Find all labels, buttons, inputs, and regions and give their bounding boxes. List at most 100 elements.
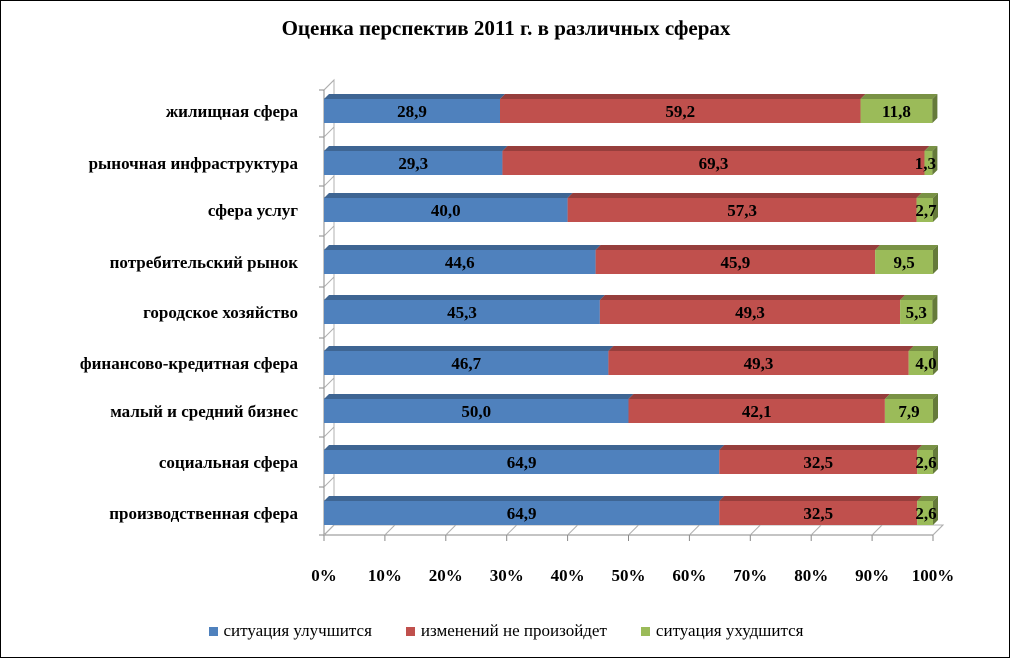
x-tick-label: 40% (551, 566, 585, 585)
bar-segment-top (595, 245, 881, 250)
x-tick-label: 70% (733, 566, 767, 585)
data-label: 2,6 (915, 453, 936, 472)
y-gridline-depth (323, 327, 335, 339)
bar-segment (595, 250, 876, 274)
bar-segment (324, 450, 720, 474)
bar-segment (502, 151, 925, 175)
category-label: потребительский рынок (110, 253, 299, 272)
data-label: 32,5 (803, 453, 833, 472)
bar-segment (917, 450, 933, 474)
legend-label: изменений не произойдет (420, 621, 607, 640)
legend-item: ситуация ухудшится (640, 621, 804, 641)
bar-segment-top (324, 346, 614, 351)
bar-segment (324, 501, 720, 525)
bar-segment (719, 501, 918, 525)
x-gridline-depth (749, 524, 761, 536)
bar-segment-top (324, 94, 506, 99)
bar-segment (324, 151, 503, 175)
data-label: 42,1 (742, 402, 772, 421)
bar-segment-top (608, 346, 914, 351)
bar-segment (324, 198, 568, 222)
data-label: 11,8 (882, 102, 911, 121)
bar-side-face (933, 445, 938, 474)
bar-segment-top (324, 245, 601, 250)
bar-segment-top (324, 146, 508, 151)
x-gridline-depth (932, 524, 944, 536)
bar-segment (608, 351, 909, 375)
bar-segment (860, 99, 933, 123)
bar-side-face (933, 346, 938, 375)
y-gridline-depth (323, 79, 335, 91)
data-label: 28,9 (397, 102, 427, 121)
x-gridline-depth (628, 524, 639, 536)
x-gridline-depth (445, 524, 457, 536)
bar-segment-top (324, 193, 573, 198)
bar-segment-top (324, 295, 605, 300)
data-label: 7,9 (898, 402, 919, 421)
data-label: 69,3 (699, 154, 729, 173)
x-tick-label: 20% (429, 566, 463, 585)
data-label: 46,7 (451, 354, 481, 373)
bar-segment (324, 351, 609, 375)
x-tick-label: 60% (672, 566, 706, 585)
bar-segment (908, 351, 933, 375)
category-label: сфера услуг (208, 201, 298, 220)
x-tick-label: 100% (912, 566, 955, 585)
legend-item: изменений не произойдет (405, 621, 607, 641)
bar-segment-top (916, 193, 938, 198)
x-tick-label: 10% (368, 566, 402, 585)
bar-segment-top (875, 245, 938, 250)
x-tick-label: 0% (311, 566, 337, 585)
data-label: 40,0 (431, 201, 461, 220)
bar-segment-top (917, 445, 938, 450)
data-label: 5,3 (906, 303, 927, 322)
category-label: социальная сфера (159, 453, 299, 472)
data-label: 29,3 (398, 154, 428, 173)
data-label: 32,5 (803, 504, 833, 523)
bar-segment-top (502, 146, 930, 151)
chart-title: Оценка перспектив 2011 г. в различных сф… (281, 16, 731, 40)
y-gridline-depth (323, 476, 335, 488)
data-label: 1,3 (915, 154, 936, 173)
data-label: 64,9 (507, 504, 537, 523)
legend-swatch (208, 626, 218, 636)
bar-segment (917, 501, 933, 525)
category-label: рыночная инфраструктура (89, 154, 299, 173)
bar-segment (324, 399, 629, 423)
data-label: 45,3 (447, 303, 477, 322)
legend: ситуация улучшится изменений не произойде… (0, 621, 1012, 641)
bar-segment (567, 198, 917, 222)
bar-segment (628, 399, 885, 423)
bar-segment-top (860, 94, 938, 99)
category-label: городское хозяйство (143, 303, 298, 322)
bar-segment-top (719, 445, 923, 450)
data-label: 49,3 (735, 303, 765, 322)
y-gridline-depth (323, 426, 335, 438)
x-tick-label: 30% (490, 566, 524, 585)
bar-segment-top (628, 394, 890, 399)
bar-segment (599, 300, 901, 324)
x-gridline-depth (506, 524, 518, 536)
legend-label: ситуация ухудшится (655, 621, 804, 640)
bar-segment-top (908, 346, 938, 351)
data-label: 44,6 (445, 253, 475, 272)
data-label: 4,0 (915, 354, 936, 373)
bar-segment-top (917, 496, 938, 501)
y-gridline-depth (323, 225, 335, 237)
data-label: 57,3 (727, 201, 757, 220)
bar-side-face (933, 496, 938, 525)
bar-side-face (933, 193, 938, 222)
data-label: 59,2 (665, 102, 695, 121)
bar-segment-top (924, 146, 938, 151)
category-label: производственная сфера (109, 504, 298, 523)
x-tick-label: 90% (855, 566, 889, 585)
x-tick-label: 50% (612, 566, 646, 585)
category-label: малый и средний бизнес (110, 402, 298, 421)
bar-segment-top (324, 394, 634, 399)
x-gridline-depth (567, 524, 578, 536)
bar-segment (900, 300, 933, 324)
bar-segment-top (324, 445, 725, 450)
y-gridline-depth (323, 377, 335, 389)
bar-segment (875, 250, 933, 274)
